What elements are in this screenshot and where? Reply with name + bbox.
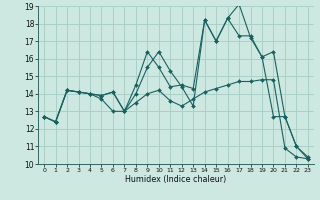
- X-axis label: Humidex (Indice chaleur): Humidex (Indice chaleur): [125, 175, 227, 184]
